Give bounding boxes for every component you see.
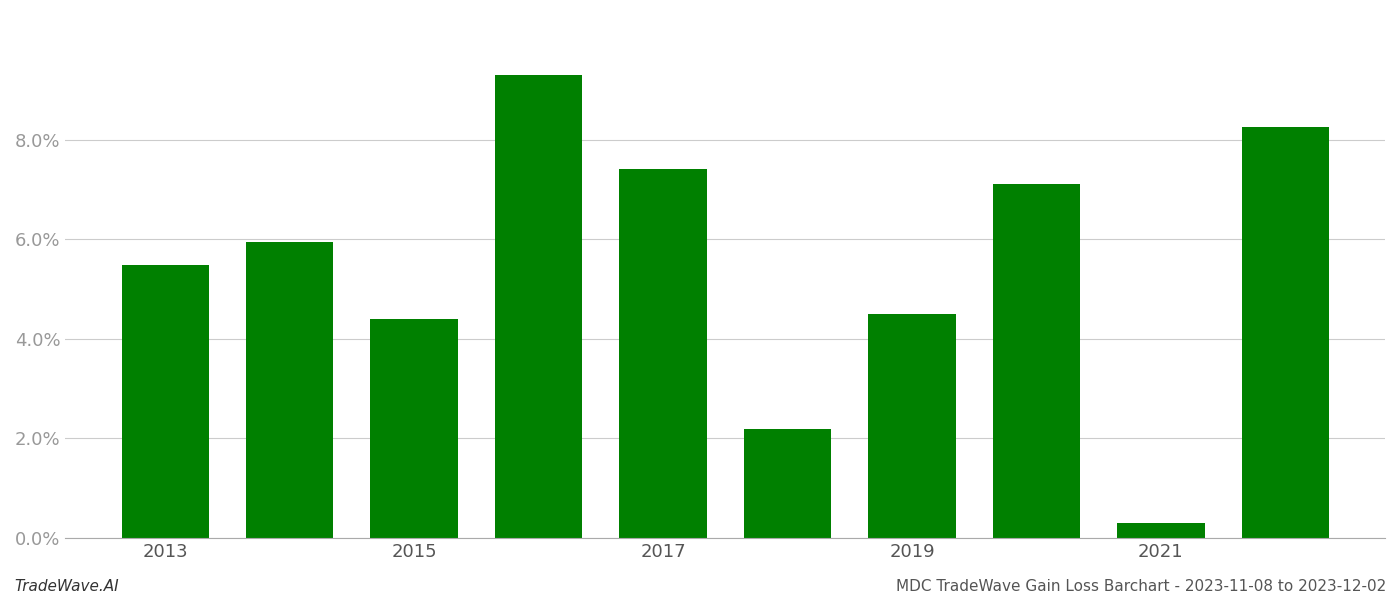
- Bar: [122, 265, 209, 538]
- Bar: [496, 75, 582, 538]
- Text: MDC TradeWave Gain Loss Barchart - 2023-11-08 to 2023-12-02: MDC TradeWave Gain Loss Barchart - 2023-…: [896, 579, 1386, 594]
- Bar: [743, 428, 832, 538]
- Bar: [1117, 523, 1204, 538]
- Text: TradeWave.AI: TradeWave.AI: [14, 579, 119, 594]
- Bar: [993, 184, 1079, 538]
- Bar: [619, 169, 707, 538]
- Bar: [1242, 127, 1329, 538]
- Bar: [868, 314, 956, 538]
- Bar: [371, 319, 458, 538]
- Bar: [246, 242, 333, 538]
